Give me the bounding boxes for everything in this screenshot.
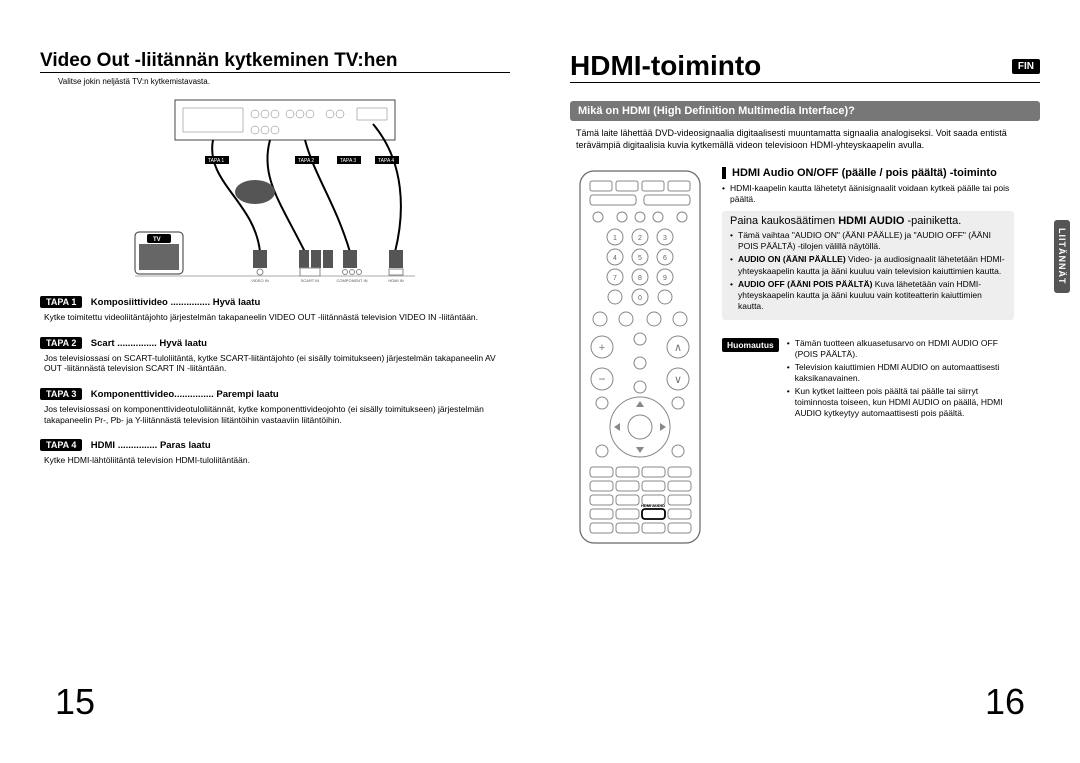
svg-text:∨: ∨ (674, 374, 682, 386)
instruction-bullet: Tämä vaihtaa "AUDIO ON" (ÄÄNI PÄÄLLE) ja… (730, 230, 1006, 252)
left-intro: Valitse jokin neljästä TV:n kytkemistava… (58, 77, 510, 86)
tapa-list: TAPA 1 Komposiittivideo ............... … (40, 292, 510, 466)
tapa-badge: TAPA 4 (40, 439, 82, 451)
svg-text:VIDEO IN: VIDEO IN (251, 278, 269, 282)
tapa-body: Jos televisiossasi on komponenttivideotu… (44, 404, 510, 425)
svg-text:3: 3 (663, 235, 667, 242)
page-number: 16 (985, 681, 1025, 723)
language-tag: FIN (1012, 59, 1040, 74)
hdmi-audio-heading: HDMI Audio ON/OFF (päälle / pois päältä)… (722, 167, 1014, 179)
svg-text:TAPA 3: TAPA 3 (340, 158, 356, 164)
remote-diagram: 1 2 3 4 5 6 7 8 9 0 + (570, 167, 710, 552)
svg-text:7: 7 (613, 275, 617, 282)
svg-text:6: 6 (663, 255, 667, 262)
svg-text:9: 9 (663, 275, 667, 282)
svg-text:∧: ∧ (674, 342, 682, 354)
tapa-item: TAPA 3 Komponenttivideo............... P… (40, 384, 510, 425)
svg-text:4: 4 (613, 255, 617, 262)
tapa-body: Jos televisiossasi on SCART-tuloliitäntä… (44, 353, 510, 374)
svg-text:+: + (599, 342, 605, 354)
svg-text:TAPA 1: TAPA 1 (208, 158, 224, 164)
instruction-header: Paina kaukosäätimen HDMI AUDIO -painiket… (730, 215, 1006, 227)
svg-text:TAPA 4: TAPA 4 (378, 158, 394, 164)
svg-text:8: 8 (638, 275, 642, 282)
tapa-title: Komposiittivideo ............... Hyvä la… (91, 297, 260, 308)
instruction-box: Paina kaukosäätimen HDMI AUDIO -painiket… (722, 211, 1014, 319)
svg-text:TAPA 2: TAPA 2 (298, 158, 314, 164)
tapa-title: HDMI ............... Paras laatu (91, 440, 211, 451)
note-body: Tämän tuotteen alkuasetusarvo on HDMI AU… (787, 338, 1014, 421)
left-heading: Video Out -liitännän kytkeminen TV:hen (40, 50, 510, 73)
page-number: 15 (55, 681, 95, 723)
section-header: Mikä on HDMI (High Definition Multimedia… (570, 101, 1040, 121)
tapa-badge: TAPA 1 (40, 296, 82, 308)
tapa-body: Kytke HDMI-lähtöliitäntä television HDMI… (44, 455, 510, 466)
note-badge: Huomautus (722, 338, 779, 352)
svg-text:COMPONENT IN: COMPONENT IN (336, 278, 367, 282)
page-right: HDMI-toiminto FIN LIITÄNNÄT Mikä on HDMI… (540, 0, 1080, 763)
instruction-bullet: AUDIO ON (ÄÄNI PÄÄLLE) Video- ja audiosi… (730, 254, 1006, 276)
svg-text:0: 0 (638, 295, 642, 302)
section-body: Tämä laite lähettää DVD-videosignaalia d… (576, 127, 1040, 151)
svg-text:5: 5 (638, 255, 642, 262)
svg-text:−: − (598, 372, 605, 386)
connection-diagram: TAPA 1 TAPA 2 TAPA 3 TAPA 4 TV VIDEO IN … (105, 92, 445, 282)
tapa-item: TAPA 4 HDMI ............... Paras laatu … (40, 435, 510, 466)
right-heading: HDMI-toiminto (570, 50, 761, 82)
svg-text:HDMI IN: HDMI IN (388, 278, 403, 282)
hdmi-lead: HDMI-kaapelin kautta lähetetyt äänisigna… (722, 183, 1014, 205)
instruction-bullet: AUDIO OFF (ÄÄNI POIS PÄÄLTÄ) Kuva lähete… (730, 279, 1006, 312)
tapa-item: TAPA 1 Komposiittivideo ............... … (40, 292, 510, 323)
tapa-title: Komponenttivideo............... Parempi … (91, 389, 279, 400)
svg-text:HDMI AUDIO: HDMI AUDIO (641, 503, 665, 508)
page-left: Video Out -liitännän kytkeminen TV:hen V… (0, 0, 540, 763)
side-tab: LIITÄNNÄT (1054, 220, 1070, 293)
svg-text:SCART IN: SCART IN (301, 278, 320, 282)
tapa-badge: TAPA 2 (40, 337, 82, 349)
note-row: Huomautus Tämän tuotteen alkuasetusarvo … (722, 338, 1014, 421)
tapa-badge: TAPA 3 (40, 388, 82, 400)
right-content: HDMI Audio ON/OFF (päälle / pois päältä)… (722, 167, 1040, 552)
tapa-body: Kytke toimitettu videoliitäntäjohto järj… (44, 312, 510, 323)
svg-text:TV: TV (153, 237, 161, 243)
svg-text:2: 2 (638, 235, 642, 242)
svg-text:1: 1 (613, 235, 617, 242)
tapa-title: Scart ............... Hyvä laatu (91, 338, 207, 349)
tapa-item: TAPA 2 Scart ............... Hyvä laatu … (40, 333, 510, 374)
